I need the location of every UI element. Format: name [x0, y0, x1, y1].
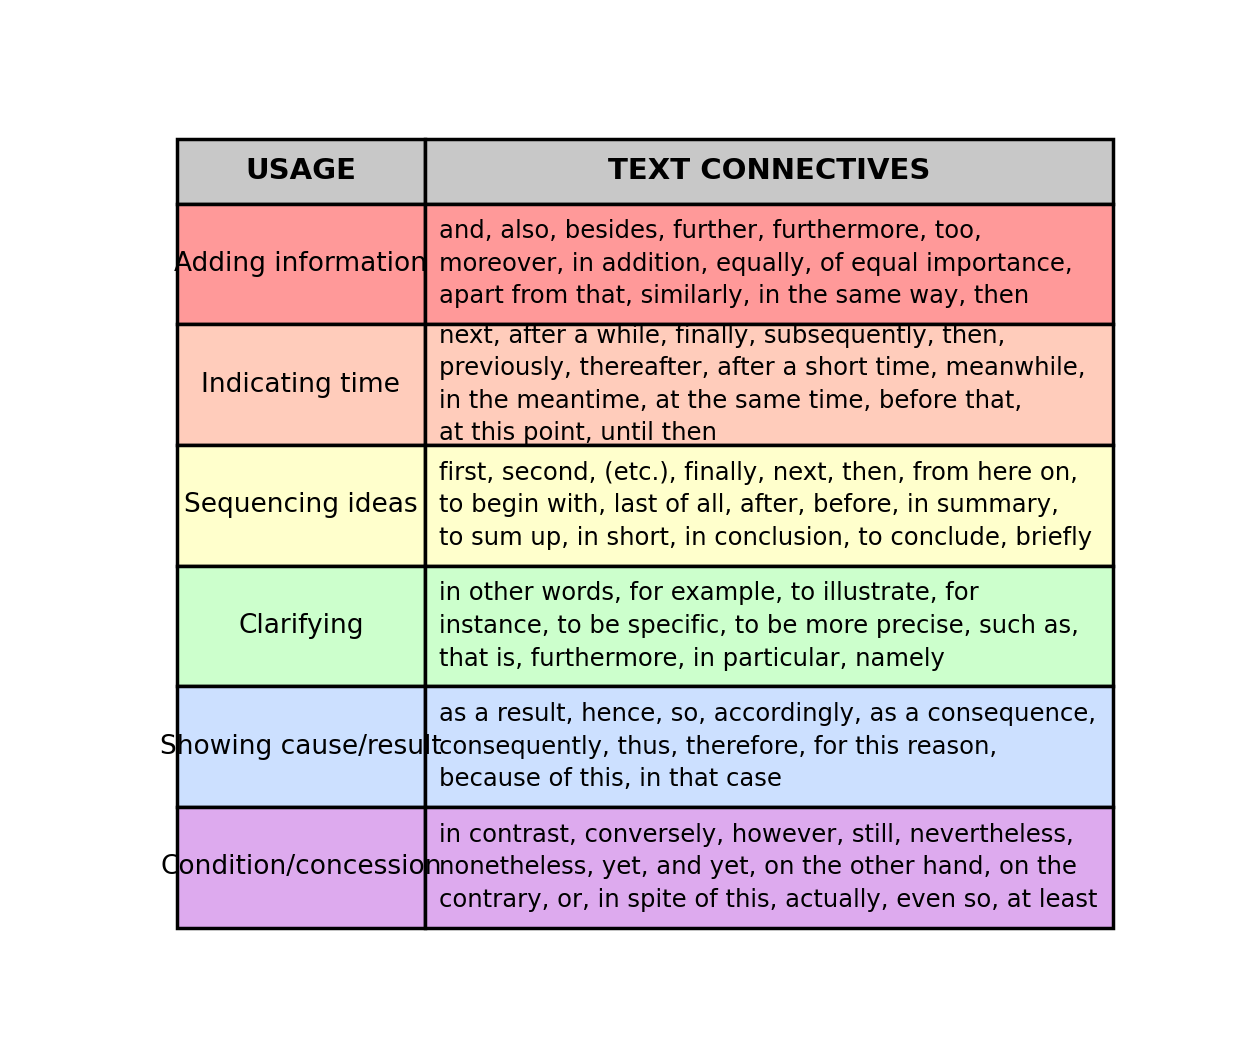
Text: first, second, (etc.), finally, next, then, from here on,
to begin with, last of: first, second, (etc.), finally, next, th… [439, 460, 1092, 550]
Text: Condition/concession: Condition/concession [160, 854, 442, 881]
Bar [176, 686, 425, 807]
Text: Clarifying: Clarifying [238, 612, 364, 639]
Bar [425, 204, 1113, 324]
Text: Sequencing ideas: Sequencing ideas [184, 492, 418, 518]
Bar [176, 139, 425, 204]
Bar [425, 324, 1113, 445]
Text: Adding information: Adding information [175, 251, 428, 277]
Text: and, also, besides, further, furthermore, too,
moreover, in addition, equally, o: and, also, besides, further, furthermore… [439, 220, 1073, 308]
Text: USAGE: USAGE [245, 157, 356, 185]
Bar [425, 807, 1113, 927]
Bar [176, 566, 425, 686]
Bar [425, 686, 1113, 807]
Bar [176, 204, 425, 324]
Bar [176, 324, 425, 445]
Text: Indicating time: Indicating time [201, 372, 400, 398]
Text: TEXT CONNECTIVES: TEXT CONNECTIVES [608, 157, 930, 185]
Bar [425, 139, 1113, 204]
Text: in other words, for example, to illustrate, for
instance, to be specific, to be : in other words, for example, to illustra… [439, 582, 1079, 671]
Text: Showing cause/result: Showing cause/result [160, 734, 442, 759]
Bar [176, 807, 425, 927]
Bar [176, 445, 425, 566]
Bar [425, 445, 1113, 566]
Text: as a result, hence, so, accordingly, as a consequence,
consequently, thus, there: as a result, hence, so, accordingly, as … [439, 702, 1097, 791]
Text: in contrast, conversely, however, still, nevertheless,
nonetheless, yet, and yet: in contrast, conversely, however, still,… [439, 823, 1098, 911]
Bar [425, 566, 1113, 686]
Text: next, after a while, finally, subsequently, then,
previously, thereafter, after : next, after a while, finally, subsequent… [439, 324, 1086, 446]
